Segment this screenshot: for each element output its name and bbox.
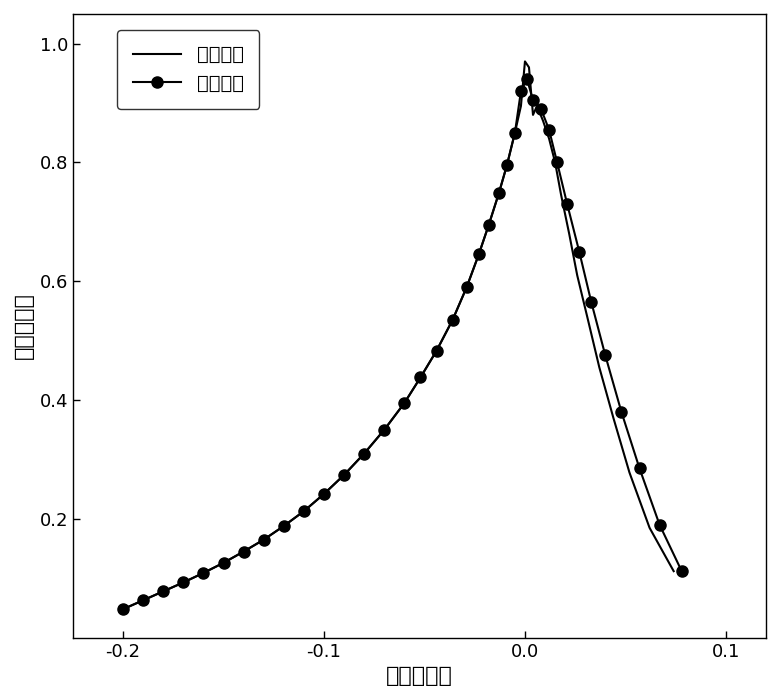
真实条件 <box>139 596 148 605</box>
真实条件 <box>179 578 188 587</box>
实验条件 <box>158 587 168 596</box>
实验条件 <box>510 129 519 137</box>
实验条件 <box>199 568 208 577</box>
真实条件 <box>594 363 604 372</box>
真实条件 <box>524 63 534 71</box>
真实条件 <box>528 111 537 119</box>
真实条件 <box>119 605 128 613</box>
真实条件 <box>510 129 519 137</box>
真实条件 <box>516 102 526 110</box>
真实条件 <box>583 313 592 321</box>
实验条件 <box>219 559 229 567</box>
Line: 真实条件: 真实条件 <box>123 62 674 609</box>
真实条件 <box>484 220 494 229</box>
真实条件 <box>573 271 582 279</box>
真实条件 <box>538 117 548 125</box>
真实条件 <box>462 283 471 291</box>
真实条件 <box>339 470 349 479</box>
实验条件 <box>537 105 546 113</box>
真实条件 <box>360 449 369 458</box>
实验条件 <box>552 158 562 167</box>
真实条件 <box>199 568 208 577</box>
真实条件 <box>279 522 289 530</box>
实验条件 <box>139 596 148 605</box>
X-axis label: 离驻点距离: 离驻点距离 <box>386 666 453 686</box>
真实条件 <box>565 230 574 238</box>
真实条件 <box>259 536 268 544</box>
实验条件 <box>528 96 537 104</box>
真实条件 <box>669 567 679 575</box>
Legend: 真实条件, 实验条件: 真实条件, 实验条件 <box>117 30 260 108</box>
实验条件 <box>655 521 665 529</box>
实验条件 <box>516 87 526 95</box>
实验条件 <box>416 373 425 382</box>
实验条件 <box>319 490 328 498</box>
实验条件 <box>484 220 494 229</box>
真实条件 <box>448 316 457 324</box>
实验条件 <box>502 161 512 169</box>
真实条件 <box>219 559 229 567</box>
实验条件 <box>587 298 596 306</box>
实验条件 <box>448 316 457 324</box>
真实条件 <box>645 524 654 532</box>
真实条件 <box>319 490 328 498</box>
真实条件 <box>556 191 566 200</box>
真实条件 <box>474 251 484 259</box>
实验条件 <box>617 407 626 416</box>
真实条件 <box>239 547 248 556</box>
实验条件 <box>635 464 644 473</box>
真实条件 <box>608 414 618 422</box>
实验条件 <box>179 578 188 587</box>
真实条件 <box>544 134 554 143</box>
真实条件 <box>158 587 168 596</box>
实验条件 <box>544 125 554 134</box>
真实条件 <box>551 158 560 167</box>
实验条件 <box>432 346 441 355</box>
实验条件 <box>601 351 610 360</box>
真实条件 <box>520 57 530 66</box>
真实条件 <box>432 346 441 355</box>
真实条件 <box>625 468 634 477</box>
实验条件 <box>495 189 504 197</box>
真实条件 <box>495 189 504 197</box>
实验条件 <box>562 199 572 208</box>
实验条件 <box>339 470 349 479</box>
真实条件 <box>502 161 512 169</box>
真实条件 <box>532 102 541 110</box>
实验条件 <box>239 547 248 556</box>
实验条件 <box>279 522 289 530</box>
实验条件 <box>380 426 389 434</box>
真实条件 <box>416 373 425 382</box>
实验条件 <box>300 507 309 515</box>
实验条件 <box>360 449 369 458</box>
实验条件 <box>462 283 471 291</box>
实验条件 <box>575 247 584 256</box>
Y-axis label: 水滴收集率: 水滴收集率 <box>14 293 34 359</box>
Line: 实验条件: 实验条件 <box>118 74 687 615</box>
实验条件 <box>259 536 268 544</box>
真实条件 <box>380 426 389 434</box>
实验条件 <box>474 251 484 259</box>
实验条件 <box>119 605 128 613</box>
实验条件 <box>399 399 409 407</box>
真实条件 <box>399 399 409 407</box>
实验条件 <box>523 75 532 83</box>
真实条件 <box>300 507 309 515</box>
实验条件 <box>677 567 686 575</box>
